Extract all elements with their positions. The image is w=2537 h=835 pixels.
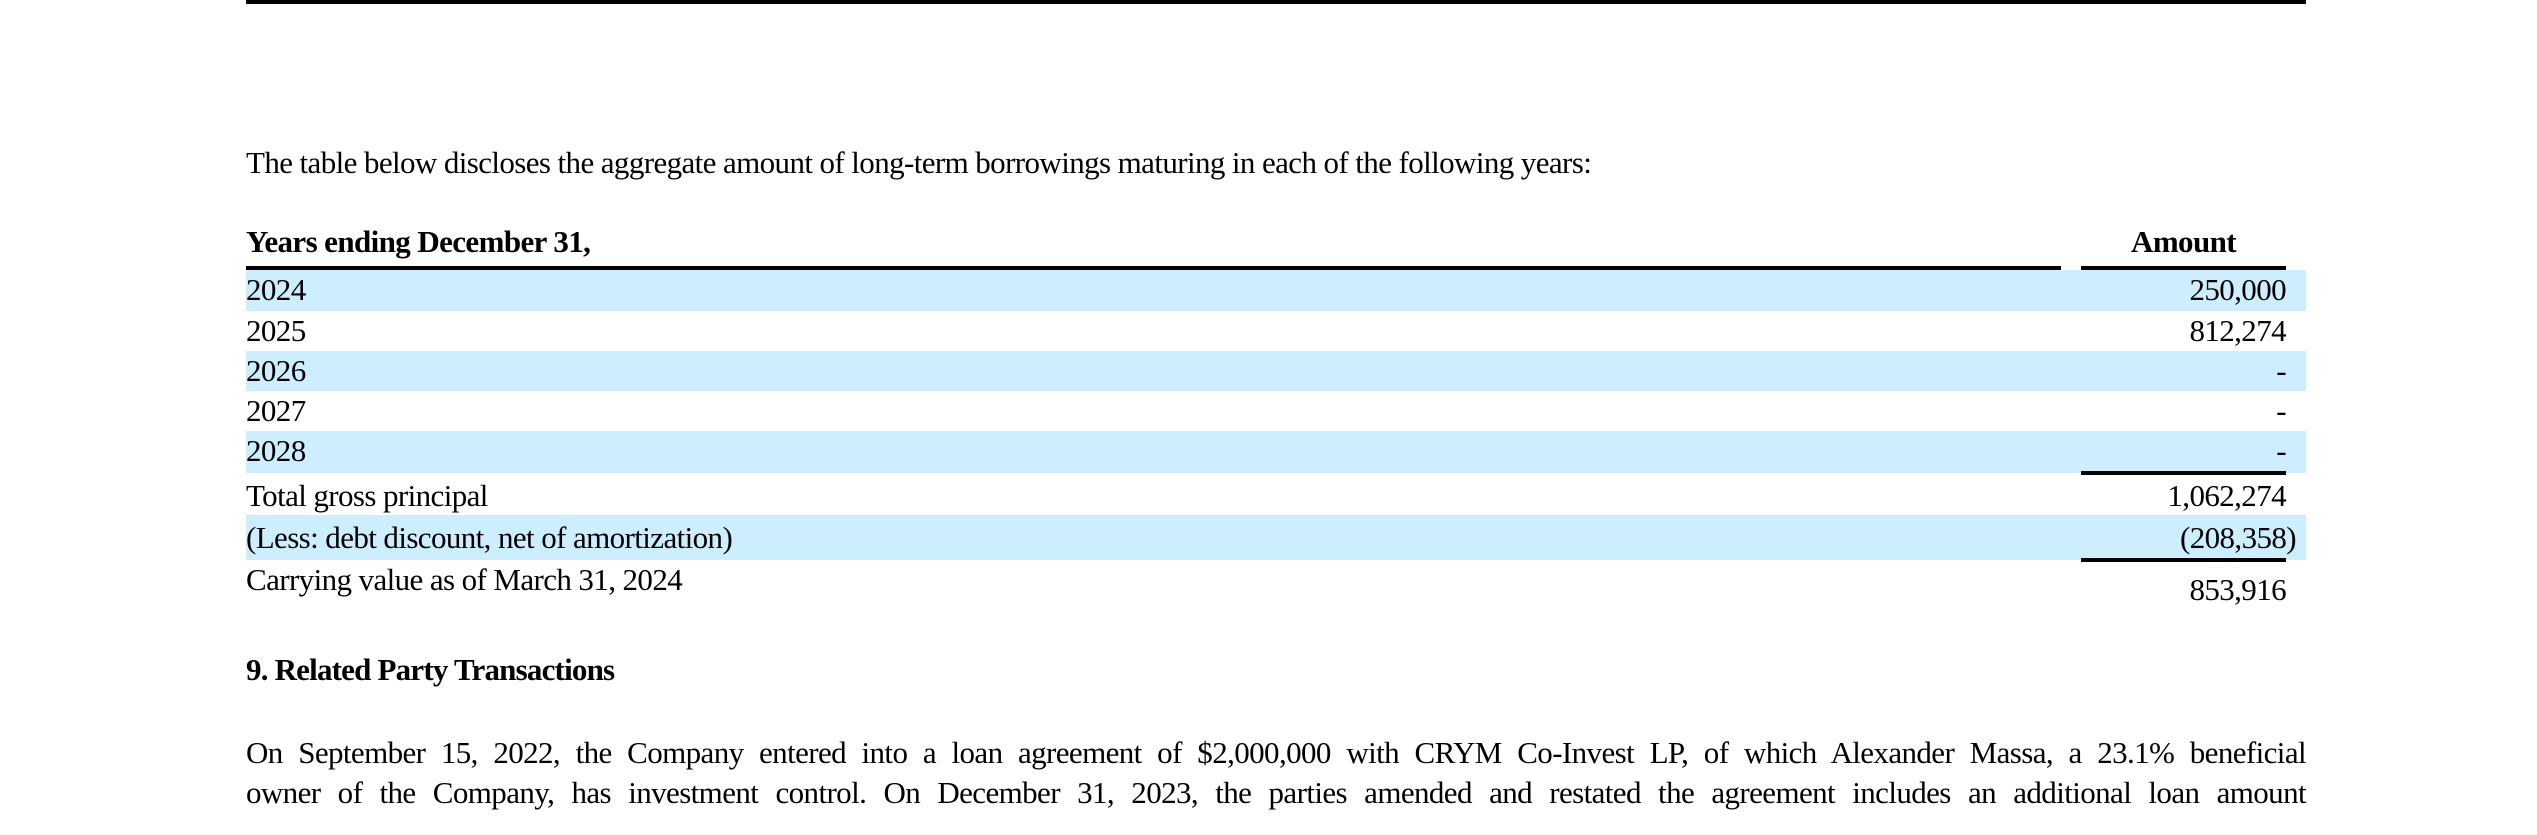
row-label: Total gross principal: [246, 478, 488, 513]
row-label: 2025: [246, 313, 306, 348]
row-label: 2028: [246, 433, 306, 468]
row-value: 853,916: [2189, 572, 2286, 607]
table-row-2028: 2028 -: [246, 431, 2306, 475]
paragraph-line: On September 15, 2022, the Company enter…: [246, 735, 2307, 770]
header-amount: Amount: [2131, 224, 2237, 259]
header-years: Years ending December 31,: [246, 224, 591, 259]
table-header: Years ending December 31, Amount: [246, 222, 2306, 270]
table-row-2024: 2024 250,000: [246, 270, 2306, 311]
maturities-table: Years ending December 31, Amount 2024 25…: [246, 222, 2306, 607]
table-row-discount: (Less: debt discount, net of amortizatio…: [246, 515, 2306, 562]
paragraph-line: owner of the Company, has investment con…: [246, 775, 2307, 810]
table-row-carrying-value: Carrying value as of March 31, 2024 853,…: [246, 560, 2306, 607]
intro-paragraph: The table below discloses the aggregate …: [246, 145, 1592, 180]
table-row-2026: 2026 -: [246, 351, 2306, 391]
total-rule: [2081, 558, 2286, 562]
top-rule: [246, 0, 2306, 4]
section-paragraph: On September 15, 2022, the Company enter…: [246, 733, 2307, 813]
header-rule-label: [246, 266, 2061, 270]
table-row-2027: 2027 -: [246, 391, 2306, 431]
row-value: 812,274: [2189, 313, 2286, 348]
row-value: 1,062,274: [2167, 478, 2286, 513]
row-label: Carrying value as of March 31, 2024: [246, 562, 683, 597]
row-value: (208,358): [2180, 520, 2297, 555]
table-row-total: Total gross principal 1,062,274: [246, 473, 2306, 515]
row-value: 250,000: [2189, 272, 2286, 307]
row-label: 2026: [246, 353, 306, 388]
row-value: -: [2276, 433, 2286, 468]
section-heading: 9. Related Party Transactions: [246, 652, 615, 687]
row-label: 2024: [246, 272, 306, 307]
subtotal-rule: [2081, 471, 2286, 475]
row-value: -: [2276, 353, 2286, 388]
header-rule-amount: [2081, 266, 2286, 270]
row-label: 2027: [246, 393, 306, 428]
row-label: (Less: debt discount, net of amortizatio…: [246, 520, 733, 555]
row-value: -: [2276, 393, 2286, 428]
table-row-2025: 2025 812,274: [246, 311, 2306, 351]
